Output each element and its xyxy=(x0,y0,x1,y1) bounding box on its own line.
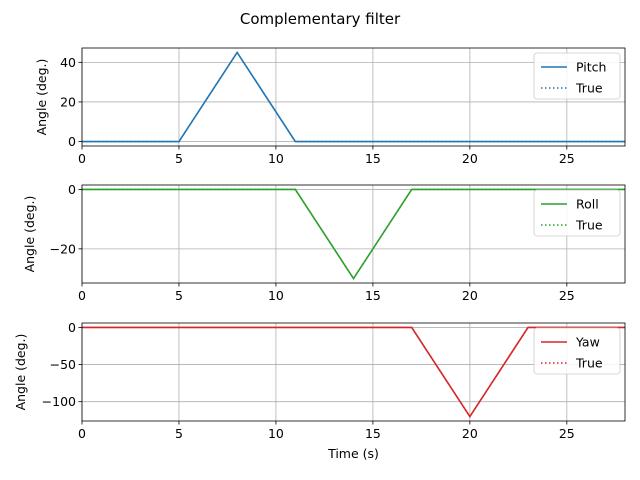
x-tick-label: 25 xyxy=(559,426,575,441)
x-tick-label: 25 xyxy=(559,288,575,303)
axes-frame xyxy=(81,47,626,147)
subplot-panels: 0 5 10 15 20 25 0 20 40 Angle (deg.) Pitch True 0 5 10… xyxy=(13,47,626,461)
y-tick-label: 20 xyxy=(60,94,76,109)
x-tick-label: 10 xyxy=(268,151,284,166)
series-line-true xyxy=(82,326,625,418)
axes-frame xyxy=(81,184,626,284)
series-line-true xyxy=(82,51,625,143)
x-tick-label: 5 xyxy=(175,151,183,166)
y-tick-label: 0 xyxy=(68,182,76,197)
legend-label-yaw: Yaw xyxy=(575,335,600,350)
x-tick-label: 15 xyxy=(365,151,381,166)
x-tick-label: 20 xyxy=(462,151,478,166)
y-tick-label: −20 xyxy=(50,241,76,256)
legend-label-true: True xyxy=(575,356,603,371)
y-tick-label: 0 xyxy=(68,320,76,335)
legend-label-roll: Roll xyxy=(576,197,599,212)
legend: Yaw True xyxy=(533,327,621,375)
legend: Pitch True xyxy=(533,52,621,100)
legend-box xyxy=(533,327,621,375)
y-tick-label: −50 xyxy=(50,357,76,372)
subplot-2: 0 5 10 15 20 25 0 −20 Angle (deg.) Roll True xyxy=(22,182,626,303)
y-tick-label: 0 xyxy=(68,134,76,149)
y-tick-label: 40 xyxy=(60,55,76,70)
legend-label-true: True xyxy=(575,81,603,96)
x-tick-label: 5 xyxy=(175,288,183,303)
x-tick-label: 25 xyxy=(559,151,575,166)
figure-title: Complementary filter xyxy=(240,10,401,28)
series-line-true xyxy=(82,188,625,280)
legend-box xyxy=(533,189,621,237)
x-tick-label: 0 xyxy=(78,288,86,303)
legend-label-true: True xyxy=(575,218,603,233)
subplot-3: 0 5 10 15 20 25 0 −50 −100 Angle (deg.) Time (s) Ya… xyxy=(13,320,626,461)
x-tick-label: 15 xyxy=(365,288,381,303)
y-tick-label: −100 xyxy=(42,394,76,409)
x-tick-label: 15 xyxy=(365,426,381,441)
legend-box xyxy=(533,52,621,100)
x-tick-label: 10 xyxy=(268,288,284,303)
y-axis-label: Angle (deg.) xyxy=(22,196,37,273)
x-tick-label: 0 xyxy=(78,151,86,166)
legend: Roll True xyxy=(533,189,621,237)
x-axis-label: Time (s) xyxy=(327,446,379,461)
x-tick-label: 5 xyxy=(175,426,183,441)
x-tick-label: 20 xyxy=(462,426,478,441)
x-tick-label: 10 xyxy=(268,426,284,441)
y-axis-label: Angle (deg.) xyxy=(13,334,28,411)
axes-frame xyxy=(81,322,626,422)
subplot-1: 0 5 10 15 20 25 0 20 40 Angle (deg.) Pitch True xyxy=(34,47,626,166)
x-tick-label: 0 xyxy=(78,426,86,441)
legend-label-pitch: Pitch xyxy=(576,60,606,75)
x-tick-label: 20 xyxy=(462,288,478,303)
y-axis-label: Angle (deg.) xyxy=(34,59,49,136)
